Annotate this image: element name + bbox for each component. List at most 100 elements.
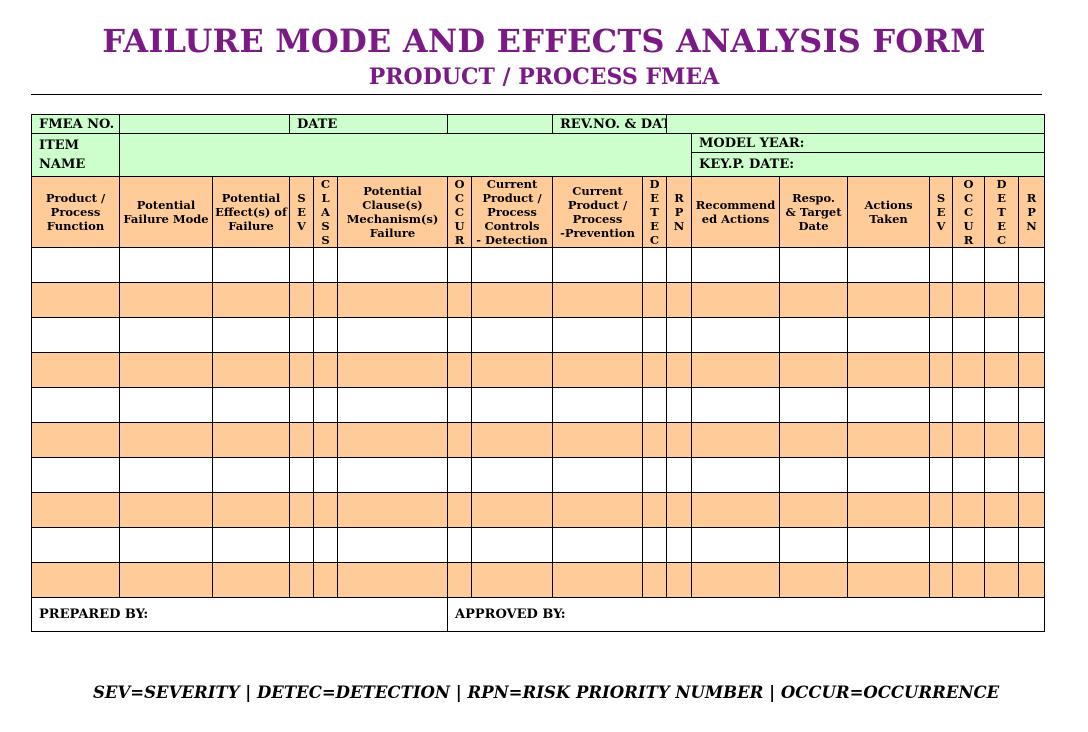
table-cell[interactable] xyxy=(952,527,986,563)
table-cell[interactable] xyxy=(447,492,472,528)
table-cell[interactable] xyxy=(212,492,290,528)
table-cell[interactable] xyxy=(952,492,986,528)
table-cell[interactable] xyxy=(641,282,668,318)
table-cell[interactable] xyxy=(289,492,314,528)
table-cell[interactable] xyxy=(212,317,290,353)
table-cell[interactable] xyxy=(779,527,849,563)
prepared-by-field[interactable]: PREPARED BY: xyxy=(31,597,448,632)
table-cell[interactable] xyxy=(1018,387,1046,423)
table-cell[interactable] xyxy=(471,562,553,598)
table-cell[interactable] xyxy=(666,282,693,318)
table-cell[interactable] xyxy=(552,457,643,493)
table-cell[interactable] xyxy=(847,247,931,283)
table-cell[interactable] xyxy=(471,527,553,563)
table-cell[interactable] xyxy=(337,492,448,528)
table-cell[interactable] xyxy=(641,492,668,528)
table-cell[interactable] xyxy=(552,317,643,353)
table-cell[interactable] xyxy=(1018,527,1046,563)
table-cell[interactable] xyxy=(952,387,986,423)
table-cell[interactable] xyxy=(666,457,693,493)
table-cell[interactable] xyxy=(847,422,931,458)
table-cell[interactable] xyxy=(929,457,954,493)
table-cell[interactable] xyxy=(289,527,314,563)
table-cell[interactable] xyxy=(31,422,120,458)
table-cell[interactable] xyxy=(691,562,781,598)
table-cell[interactable] xyxy=(447,247,472,283)
table-cell[interactable] xyxy=(31,282,120,318)
table-cell[interactable] xyxy=(337,387,448,423)
table-cell[interactable] xyxy=(313,492,338,528)
table-cell[interactable] xyxy=(847,562,931,598)
table-cell[interactable] xyxy=(289,352,314,388)
table-cell[interactable] xyxy=(212,282,290,318)
table-cell[interactable] xyxy=(471,317,553,353)
table-cell[interactable] xyxy=(552,527,643,563)
table-cell[interactable] xyxy=(984,492,1020,528)
table-cell[interactable] xyxy=(984,562,1020,598)
table-cell[interactable] xyxy=(552,352,643,388)
table-cell[interactable] xyxy=(847,387,931,423)
table-cell[interactable] xyxy=(1018,247,1046,283)
table-cell[interactable] xyxy=(779,457,849,493)
table-cell[interactable] xyxy=(847,527,931,563)
table-cell[interactable] xyxy=(212,422,290,458)
table-cell[interactable] xyxy=(552,562,643,598)
table-cell[interactable] xyxy=(984,527,1020,563)
table-cell[interactable] xyxy=(119,282,213,318)
table-cell[interactable] xyxy=(337,247,448,283)
model-year-label[interactable]: MODEL YEAR: xyxy=(691,133,1046,153)
table-cell[interactable] xyxy=(641,527,668,563)
table-cell[interactable] xyxy=(313,562,338,598)
table-cell[interactable] xyxy=(984,387,1020,423)
table-cell[interactable] xyxy=(31,352,120,388)
table-cell[interactable] xyxy=(929,352,954,388)
table-cell[interactable] xyxy=(641,562,668,598)
table-cell[interactable] xyxy=(337,422,448,458)
table-cell[interactable] xyxy=(447,282,472,318)
table-cell[interactable] xyxy=(337,562,448,598)
item-name-field[interactable] xyxy=(118,133,693,177)
approved-by-field[interactable]: APPROVED BY: xyxy=(446,597,1046,632)
table-cell[interactable] xyxy=(847,492,931,528)
table-cell[interactable] xyxy=(447,317,472,353)
table-cell[interactable] xyxy=(847,457,931,493)
table-cell[interactable] xyxy=(691,527,781,563)
table-cell[interactable] xyxy=(313,317,338,353)
fmea-no-field[interactable] xyxy=(119,114,290,134)
table-cell[interactable] xyxy=(31,387,120,423)
table-cell[interactable] xyxy=(337,282,448,318)
table-cell[interactable] xyxy=(289,247,314,283)
table-cell[interactable] xyxy=(952,247,986,283)
table-cell[interactable] xyxy=(984,422,1020,458)
rev-no-date-field[interactable] xyxy=(666,114,1046,134)
table-cell[interactable] xyxy=(289,457,314,493)
table-cell[interactable] xyxy=(641,387,668,423)
table-cell[interactable] xyxy=(119,352,213,388)
table-cell[interactable] xyxy=(119,317,213,353)
table-cell[interactable] xyxy=(641,247,668,283)
table-cell[interactable] xyxy=(119,492,213,528)
table-cell[interactable] xyxy=(779,247,849,283)
table-cell[interactable] xyxy=(641,457,668,493)
table-cell[interactable] xyxy=(552,247,643,283)
table-cell[interactable] xyxy=(641,352,668,388)
table-cell[interactable] xyxy=(31,317,120,353)
table-cell[interactable] xyxy=(313,352,338,388)
table-cell[interactable] xyxy=(289,317,314,353)
table-cell[interactable] xyxy=(212,527,290,563)
table-cell[interactable] xyxy=(1018,282,1046,318)
table-cell[interactable] xyxy=(984,317,1020,353)
table-cell[interactable] xyxy=(666,492,693,528)
table-cell[interactable] xyxy=(984,457,1020,493)
table-cell[interactable] xyxy=(552,282,643,318)
table-cell[interactable] xyxy=(1018,457,1046,493)
table-cell[interactable] xyxy=(471,492,553,528)
table-cell[interactable] xyxy=(779,282,849,318)
table-cell[interactable] xyxy=(337,352,448,388)
table-cell[interactable] xyxy=(691,422,781,458)
table-cell[interactable] xyxy=(847,282,931,318)
table-cell[interactable] xyxy=(447,527,472,563)
table-cell[interactable] xyxy=(31,527,120,563)
table-cell[interactable] xyxy=(447,422,472,458)
table-cell[interactable] xyxy=(212,457,290,493)
